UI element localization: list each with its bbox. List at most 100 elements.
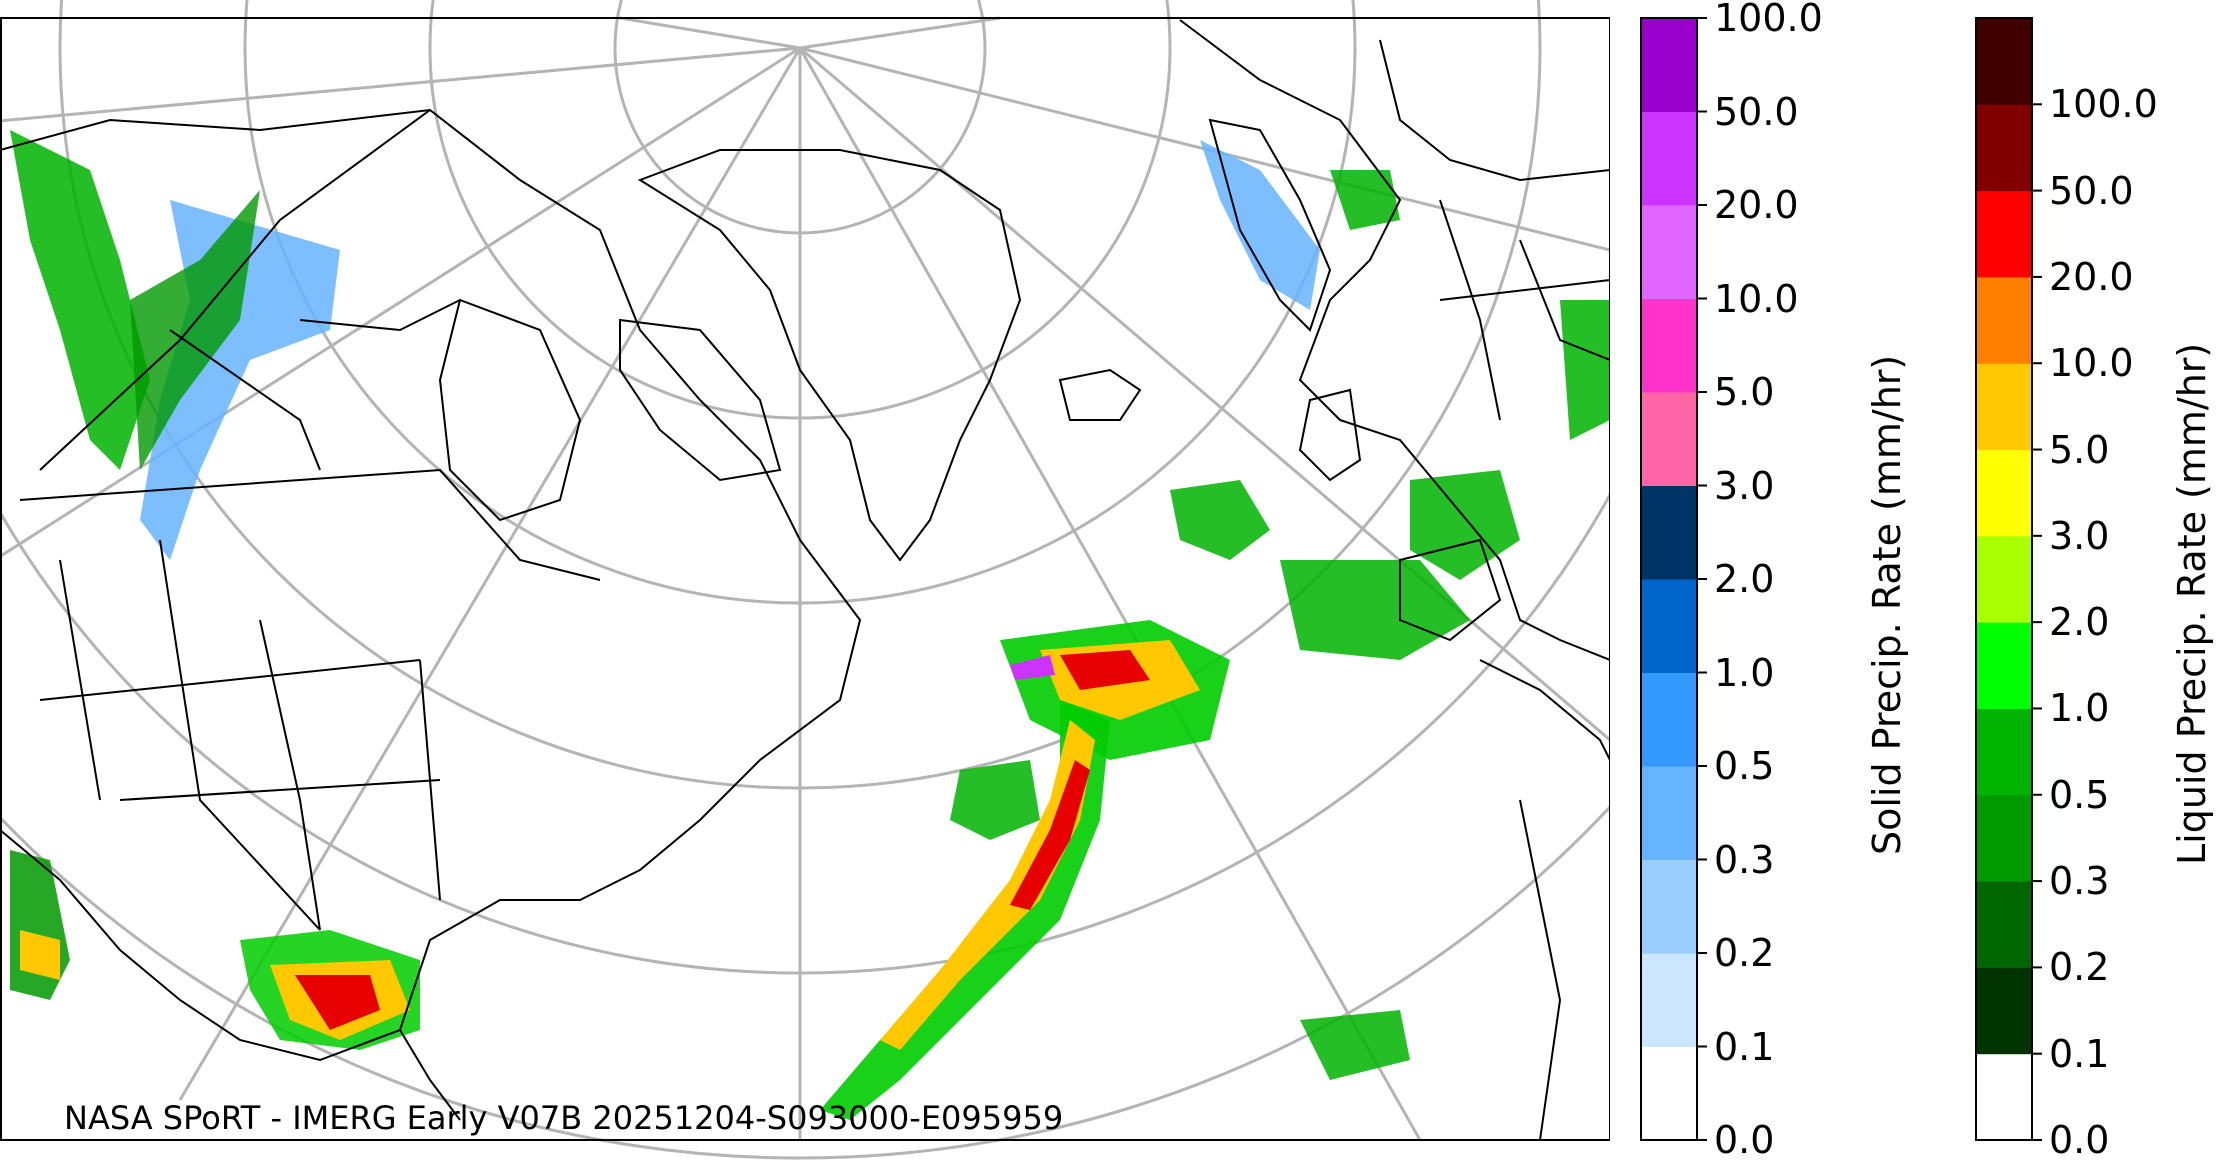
colorbar-tick-label: 0.3 <box>2049 859 2110 904</box>
meridian <box>0 46 801 123</box>
colorbar-tick-label: 20.0 <box>2049 254 2134 299</box>
colorbar-tick-label: 0.2 <box>1714 931 1775 975</box>
solid-colorbar-bar <box>1640 17 1707 1141</box>
colorbar-segment <box>1641 766 1697 860</box>
coastlines <box>0 19 1610 1141</box>
colorbar-tick-label: 0.5 <box>1714 744 1775 788</box>
solid-precip-area <box>1200 140 1320 310</box>
colorbar-tick-label: 50.0 <box>2049 168 2134 213</box>
colorbar-tick-label: 5.0 <box>2049 427 2110 472</box>
british-isles-coast <box>1298 388 1362 482</box>
meridian <box>178 47 802 1101</box>
colorbar-tick-label: 0.1 <box>1714 1024 1775 1069</box>
colorbar-segment <box>1976 967 2032 1055</box>
colorbar-segment <box>1641 18 1697 112</box>
colorbar-segment <box>1641 859 1697 954</box>
liquid-precip-area <box>1300 1010 1410 1080</box>
colorbar-segment <box>1976 363 2032 451</box>
liquid-precip-area <box>950 760 1040 840</box>
colorbar-tick-label: 2.0 <box>2049 600 2110 645</box>
liquid-precip-area <box>10 850 70 1000</box>
colorbar-label: Solid Precip. Rate (mm/hr) <box>1865 354 1909 855</box>
hudson-bay-coast <box>438 298 582 522</box>
liquid-precip-area <box>10 130 150 470</box>
colorbar-segment <box>1641 672 1697 767</box>
colorbar-tick-label: 1.0 <box>1714 650 1775 695</box>
iceland-coast <box>1058 368 1142 421</box>
liquid-precip-area <box>130 190 260 470</box>
colorbar-segment <box>1641 1046 1697 1141</box>
colorbar-tick-label: 0.0 <box>1714 1118 1775 1162</box>
colorbar-tick-label: 100.0 <box>2049 82 2158 127</box>
scandinavia-coast <box>1208 118 1332 332</box>
liquid-precip-area <box>1560 300 1610 440</box>
colorbar-tick-label: 100.0 <box>1714 0 1823 40</box>
liquid-precip-area <box>1060 650 1150 690</box>
colorbar-segment <box>1641 953 1697 1047</box>
baffin-island-coast <box>619 318 782 482</box>
colorbar-tick-label: 2.0 <box>1714 557 1775 601</box>
map-credit: NASA SPoRT - IMERG Early V07B 20251204-S… <box>64 1099 1064 1137</box>
colorbar-tick-label: 0.3 <box>1714 837 1775 882</box>
colorbar-segment <box>1976 881 2032 968</box>
colorbar-tick-label: 0.2 <box>2049 945 2110 990</box>
colorbar-segment <box>1976 190 2032 278</box>
colorbar-segment <box>1641 298 1697 393</box>
colorbar-frame <box>1975 17 2033 1141</box>
meridian <box>799 46 1610 742</box>
colorbar-tick-label: 0.1 <box>2049 1031 2110 1076</box>
colorbar-segment <box>1976 276 2032 364</box>
colorbar-segment <box>1641 392 1697 486</box>
liquid-precip-area <box>1010 760 1090 910</box>
colorbar-tick-label: 20.0 <box>1714 183 1799 227</box>
colorbar-tick-label: 10.0 <box>2049 341 2134 386</box>
colorbar-segment <box>1976 708 2032 796</box>
colorbar-tick-label: 0.0 <box>2049 1118 2110 1162</box>
colorbar-tick-label: 0.5 <box>2049 772 2110 817</box>
north-america-coast <box>0 108 862 1062</box>
solid-precip-colorbar: 0.0 0.1 0.2 0.3 0.5 1.0 2.0 3.0 5.0 10.0 20.0 50.0 1… <box>1640 0 1950 1167</box>
liquid-precip-area <box>880 720 1095 1050</box>
africa-coast <box>1479 659 1610 1141</box>
colorbar-segment <box>1641 579 1697 673</box>
colorbar-tick-label: 5.0 <box>1714 370 1775 414</box>
colorbar-segment <box>1976 18 2032 105</box>
colorbar-segment <box>1976 794 2032 882</box>
liquid-precip-area <box>1280 560 1470 660</box>
colorbar-label: Liquid Precip. Rate (mm/hr) <box>2170 342 2214 865</box>
solid-precip-area <box>1010 655 1055 680</box>
europe-coast <box>1179 19 1610 661</box>
canada-borders <box>39 109 461 471</box>
colorbar-segment <box>1976 622 2032 709</box>
latitude-circle <box>0 804 1610 1160</box>
precipitation-map: NASA SPoRT - IMERG Early V07B 20251204-S… <box>0 0 1610 1160</box>
us-state-borders <box>19 468 601 931</box>
latitude-circle <box>0 491 1610 975</box>
liquid-precip-area <box>1410 470 1520 580</box>
meridian <box>799 16 1001 50</box>
liquid-precip-area <box>1330 170 1400 230</box>
colorbar-tick-label: 3.0 <box>1714 463 1775 508</box>
map-frame <box>0 17 1610 1141</box>
colorbar-tick-label: 3.0 <box>2049 513 2110 558</box>
iberia-coast <box>1399 538 1502 642</box>
precipitation-fields <box>10 130 1610 1120</box>
liquid-precip-colorbar: 0.0 0.1 0.2 0.3 0.5 1.0 2.0 3.0 5.0 10.0 20.0 50.0 1… <box>1975 0 2237 1167</box>
meridian <box>798 47 1422 1141</box>
meridian <box>619 16 801 50</box>
liquid-precip-area <box>1170 480 1270 560</box>
liquid-precip-area <box>295 975 380 1030</box>
greenland-coast <box>637 149 1022 562</box>
florida-coast <box>399 1029 461 1121</box>
colorbar-segment <box>1641 485 1697 580</box>
liquid-precip-area <box>20 930 60 980</box>
colorbar-segment <box>1976 104 2032 192</box>
colorbar-tick-label: 50.0 <box>1714 89 1799 134</box>
colorbar-segment <box>1976 1053 2032 1141</box>
europe-borders <box>1379 39 1610 421</box>
colorbar-segment <box>1641 205 1697 299</box>
colorbar-segment <box>1976 449 2032 537</box>
map-canvas <box>0 0 1610 1160</box>
colorbar-segment <box>1641 111 1697 206</box>
colorbar-tick-label: 10.0 <box>1714 276 1799 321</box>
